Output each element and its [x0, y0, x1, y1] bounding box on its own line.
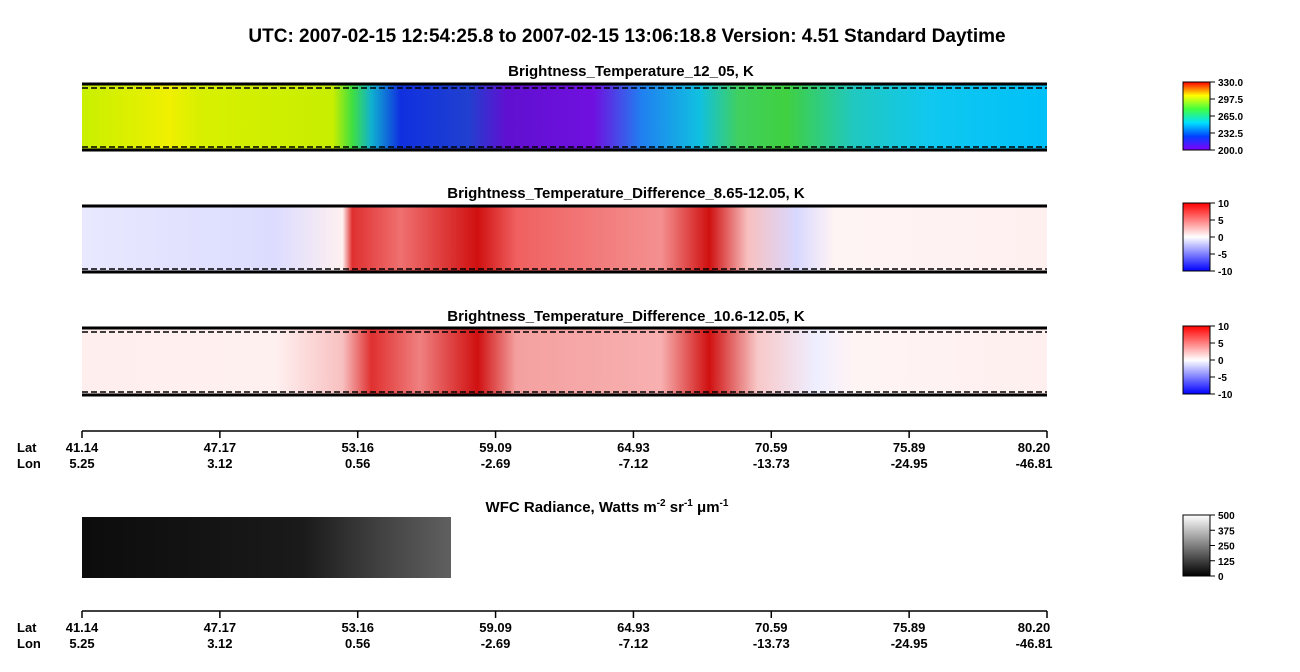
lat-label: 80.20 — [1018, 620, 1051, 635]
colorbar-tick-label: 200.0 — [1218, 146, 1243, 157]
colorbar — [1182, 514, 1211, 577]
image — [82, 85, 1047, 149]
colorbar-tick-label: 265.0 — [1218, 112, 1243, 123]
lon-label: -46.81 — [1016, 636, 1053, 651]
lat-label: 64.93 — [617, 440, 650, 455]
panel-title: Brightness_Temperature_Difference_8.65-1… — [447, 185, 805, 202]
superscript: -1 — [720, 498, 729, 509]
colorbar-tick-label: 0 — [1218, 233, 1224, 244]
superscript: -1 — [684, 498, 693, 509]
colorbar-tick-label: 0 — [1218, 572, 1224, 583]
colorbar — [1182, 81, 1211, 151]
lat-label: 70.59 — [755, 620, 788, 635]
colorbar-tick-label: 5 — [1218, 216, 1224, 227]
lon-label: -7.12 — [619, 456, 649, 471]
lat-label: 41.14 — [66, 440, 99, 455]
title: UTC: 2007-02-15 12:54:25.8 to 2007-02-15… — [248, 26, 1005, 47]
axis-row-label: Lat — [17, 440, 37, 455]
colorbar-tick-label: 297.5 — [1218, 95, 1243, 106]
lon-label: 3.12 — [207, 636, 232, 651]
lon-label: 0.56 — [345, 636, 370, 651]
colorbar-tick-label: 5 — [1218, 339, 1224, 350]
lat-label: 59.09 — [479, 620, 512, 635]
lat-label: 70.59 — [755, 440, 788, 455]
colorbar-tick-label: 125 — [1218, 557, 1235, 568]
lon-label: 5.25 — [69, 636, 94, 651]
lon-label: -13.73 — [753, 456, 790, 471]
axis-row-label: Lat — [17, 620, 37, 635]
axis-row-label: Lon — [17, 456, 41, 471]
lon-label: -46.81 — [1016, 456, 1053, 471]
image — [82, 329, 1047, 394]
colorbar-tick-label: -10 — [1218, 390, 1233, 401]
lon-label: -24.95 — [891, 636, 928, 651]
lon-label: 3.12 — [207, 456, 232, 471]
axis-row-label: Lon — [17, 636, 41, 651]
lat-label: 59.09 — [479, 440, 512, 455]
lon-label: -2.69 — [481, 636, 511, 651]
title-part: WFC Radiance, Watts m — [486, 499, 657, 516]
title-part: sr — [666, 499, 685, 516]
lat-label: 64.93 — [617, 620, 650, 635]
lon-label: 0.56 — [345, 456, 370, 471]
panel-title: Brightness_Temperature_Difference_10.6-1… — [447, 308, 805, 325]
lat-label: 47.17 — [204, 620, 237, 635]
lon-label: -2.69 — [481, 456, 511, 471]
panel: Brightness_Temperature_Difference_10.6-1… — [82, 308, 1047, 397]
colorbar-tick-label: 250 — [1218, 542, 1235, 553]
superscript: -2 — [657, 498, 666, 509]
lat-label: 41.14 — [66, 620, 99, 635]
lon-label: 5.25 — [69, 456, 94, 471]
panel: Brightness_Temperature_Difference_8.65-1… — [82, 185, 1047, 274]
image — [82, 207, 1047, 271]
lat-label: 75.89 — [893, 440, 926, 455]
lon-label: -7.12 — [619, 636, 649, 651]
lat-label: 75.89 — [893, 620, 926, 635]
colorbar-tick-label: -5 — [1218, 250, 1227, 261]
colorbar-tick-label: 10 — [1218, 199, 1230, 210]
colorbar-tick-label: 330.0 — [1218, 78, 1243, 89]
colorbar — [1182, 202, 1211, 272]
colorbar — [1182, 325, 1211, 395]
title-part: μm — [693, 499, 720, 516]
colorbar-tick-label: -5 — [1218, 373, 1227, 384]
colorbar-tick-label: 10 — [1218, 322, 1230, 333]
colorbar-tick-label: -10 — [1218, 267, 1233, 278]
colorbar-tick-label: 0 — [1218, 356, 1224, 367]
lon-label: -13.73 — [753, 636, 790, 651]
panel: Brightness_Temperature_12_05, K — [82, 63, 1047, 152]
colorbar-tick-label: 500 — [1218, 511, 1235, 522]
colorbar-tick-label: 232.5 — [1218, 129, 1243, 140]
lat-label: 53.16 — [341, 620, 374, 635]
colorbar-tick-label: 375 — [1218, 526, 1235, 537]
lat-label: 47.17 — [204, 440, 237, 455]
lat-label: 80.20 — [1018, 440, 1051, 455]
lat-label: 53.16 — [341, 440, 374, 455]
panel-title: WFC Radiance, Watts m-2 sr-1 μm-1 — [486, 498, 729, 516]
panel-title: Brightness_Temperature_12_05, K — [508, 63, 754, 80]
lon-label: -24.95 — [891, 456, 928, 471]
panel: WFC Radiance, Watts m-2 sr-1 μm-1 — [82, 498, 729, 578]
image — [82, 517, 451, 578]
